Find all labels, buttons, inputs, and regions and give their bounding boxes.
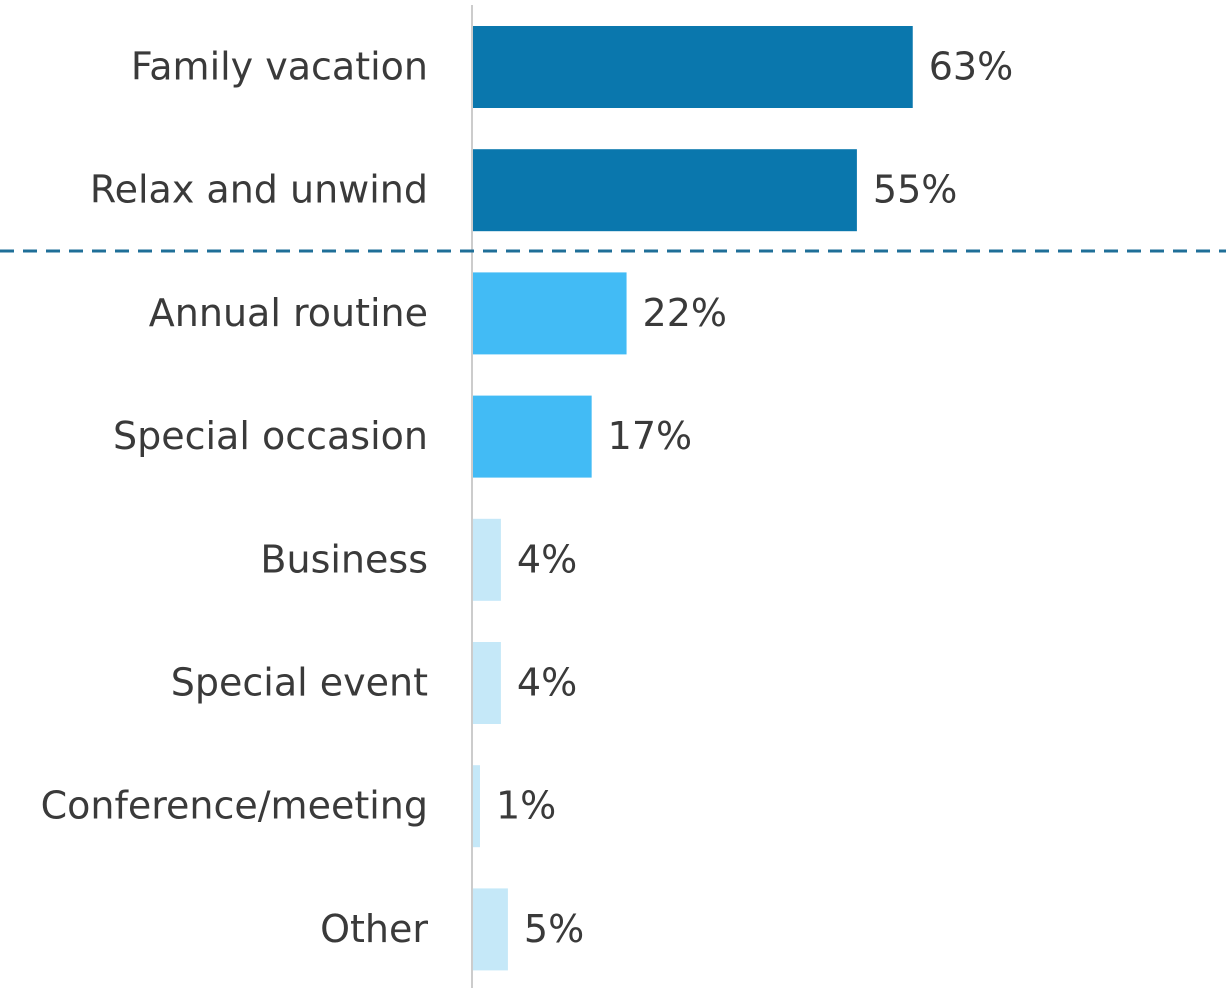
value-label: 4% — [517, 661, 577, 705]
bar — [473, 518, 501, 601]
category-label: Special occasion — [113, 414, 428, 458]
category-label: Business — [260, 537, 428, 581]
category-label: Annual routine — [149, 291, 428, 335]
category-label: Family vacation — [131, 45, 428, 89]
bar — [473, 765, 480, 848]
value-label: 22% — [643, 291, 727, 335]
bar — [473, 26, 913, 108]
bar — [473, 395, 592, 478]
value-label: 63% — [929, 45, 1013, 89]
category-label: Special event — [171, 661, 428, 705]
category-label: Other — [320, 907, 428, 951]
value-label: 4% — [517, 537, 577, 581]
value-label: 1% — [496, 784, 556, 828]
value-label: 5% — [524, 907, 584, 951]
value-label: 55% — [873, 168, 957, 212]
bar — [473, 642, 501, 724]
category-label: Relax and unwind — [90, 168, 428, 212]
category-label: Conference/meeting — [41, 784, 428, 828]
bar — [473, 149, 857, 232]
value-label: 17% — [608, 414, 692, 458]
bar — [473, 888, 508, 971]
bar — [473, 272, 627, 355]
